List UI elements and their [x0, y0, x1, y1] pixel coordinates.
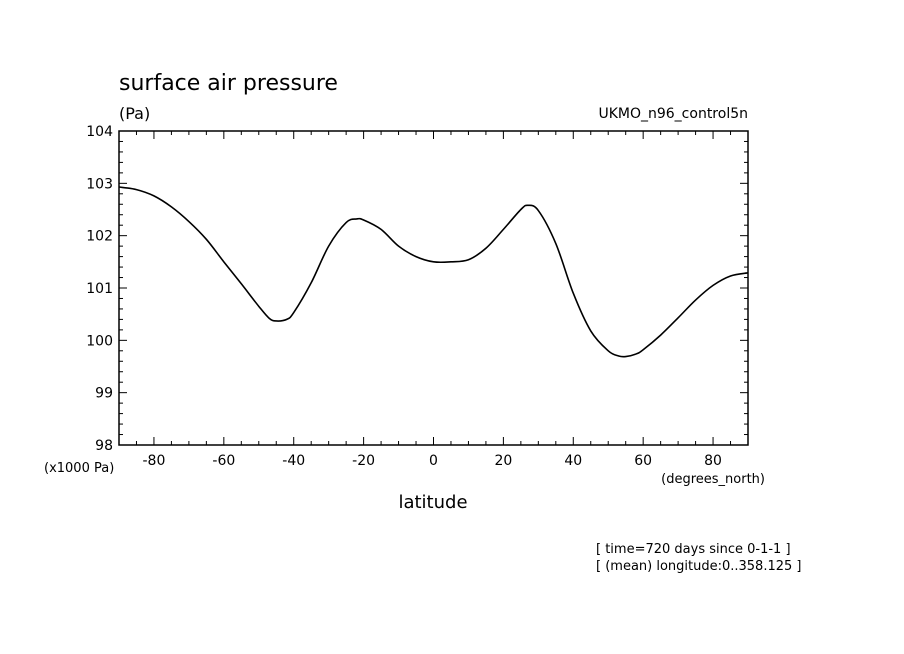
- x-tick-label: -40: [282, 453, 305, 469]
- y-tick-label: 101: [86, 281, 113, 297]
- y-tick-label: 98: [95, 438, 113, 454]
- y-tick-label: 103: [86, 176, 113, 192]
- x-tick-label: 0: [429, 453, 438, 469]
- dataset-label: UKMO_n96_control5n: [598, 106, 748, 122]
- x-tick-label: 40: [564, 453, 582, 469]
- y-tick-label: 104: [86, 124, 113, 140]
- x-tick-label: 20: [494, 453, 512, 469]
- x-axis-label: latitude: [398, 492, 467, 513]
- note-time: [ time=720 days since 0-1-1 ]: [596, 542, 791, 557]
- y-tick-label: 100: [86, 333, 113, 349]
- note-longitude: [ (mean) longitude:0..358.125 ]: [596, 559, 801, 574]
- x-tick-label: 60: [634, 453, 652, 469]
- y-axis-tick-labels: 98 99 100 101 102 103 104: [86, 124, 113, 454]
- x-tick-label: 80: [704, 453, 722, 469]
- x-tick-label: -80: [143, 453, 166, 469]
- x-axis-tick-labels: -80 -60 -40 -20 0 20 40 60 80: [143, 453, 722, 469]
- series-line: [118, 186, 749, 358]
- units-label: (Pa): [119, 104, 150, 123]
- chart-title: surface air pressure: [119, 71, 338, 96]
- plot-frame: [118, 130, 749, 446]
- x-tick-label: -60: [212, 453, 235, 469]
- y-tick-label: 102: [86, 229, 113, 245]
- y-tick-label: 99: [95, 386, 113, 402]
- y-axis-ticks: [119, 130, 748, 446]
- x-axis-ticks: [118, 131, 749, 445]
- x-tick-label: -20: [352, 453, 375, 469]
- x-units-label: (degrees_north): [661, 472, 765, 487]
- y-scale-label: (x1000 Pa): [44, 461, 114, 476]
